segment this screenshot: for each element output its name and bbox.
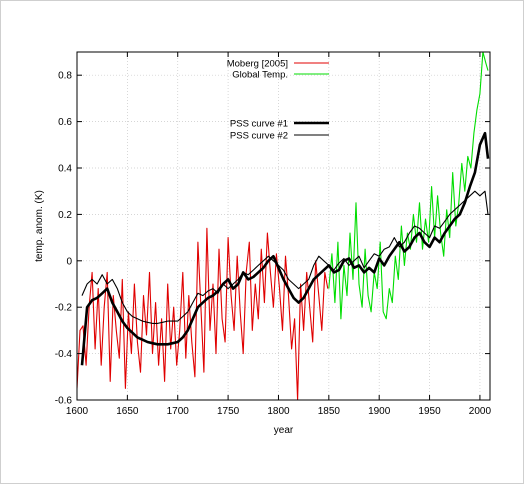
y-tick-label: -0.2 <box>55 303 73 314</box>
legend-label: PSS curve #1 <box>230 119 288 130</box>
y-tick-label: 0.8 <box>58 71 72 82</box>
x-tick-label: 1700 <box>167 406 190 417</box>
y-axis-label: temp. anom. (K) <box>34 190 45 262</box>
series-layer <box>77 52 490 400</box>
y-tick-label: 0.4 <box>58 164 72 175</box>
series-line-2 <box>328 52 489 320</box>
legend-label: PSS curve #2 <box>230 131 288 142</box>
legend: Moberg [2005]Global Temp. PSS curve #1PSS… <box>227 59 329 142</box>
x-tick-label: 1850 <box>318 406 341 417</box>
x-tick-label: 2000 <box>469 406 492 417</box>
series-line-1 <box>77 227 329 400</box>
x-tick-label: 1800 <box>267 406 290 417</box>
x-tick-label: 1900 <box>368 406 391 417</box>
x-axis-label: year <box>274 425 294 436</box>
x-tick-label: 1750 <box>217 406 240 417</box>
plot-border <box>76 51 491 401</box>
y-tick-label: 0.6 <box>58 117 72 128</box>
grid <box>77 52 490 400</box>
x-tick-label: 1600 <box>66 406 89 417</box>
x-tick-label: 1950 <box>418 406 441 417</box>
legend-label: Moberg [2005] <box>227 59 288 70</box>
series-line-3 <box>80 131 490 366</box>
y-tick-label: 0.2 <box>58 210 72 221</box>
legend-label: Global Temp. <box>232 70 288 81</box>
x-tick-label: 1650 <box>116 406 139 417</box>
y-tick-label: 0 <box>66 256 72 267</box>
series-line-4 <box>81 190 489 324</box>
y-tick-label: -0.6 <box>55 396 73 407</box>
axis-ticks: 1600 1650 1700 1750 1800 1850 1900 1950 2000 -0.6… <box>55 52 492 417</box>
y-tick-label: -0.4 <box>55 349 73 360</box>
